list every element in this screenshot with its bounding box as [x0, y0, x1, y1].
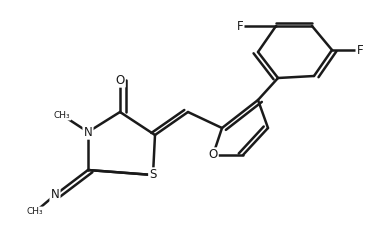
Text: F: F: [237, 19, 243, 33]
Text: S: S: [149, 168, 157, 182]
Text: O: O: [115, 73, 125, 87]
Text: O: O: [208, 149, 218, 161]
Text: CH₃: CH₃: [27, 208, 43, 216]
Text: CH₃: CH₃: [54, 110, 70, 120]
Text: N: N: [51, 189, 59, 201]
Text: N: N: [84, 125, 92, 139]
Text: F: F: [357, 44, 363, 56]
